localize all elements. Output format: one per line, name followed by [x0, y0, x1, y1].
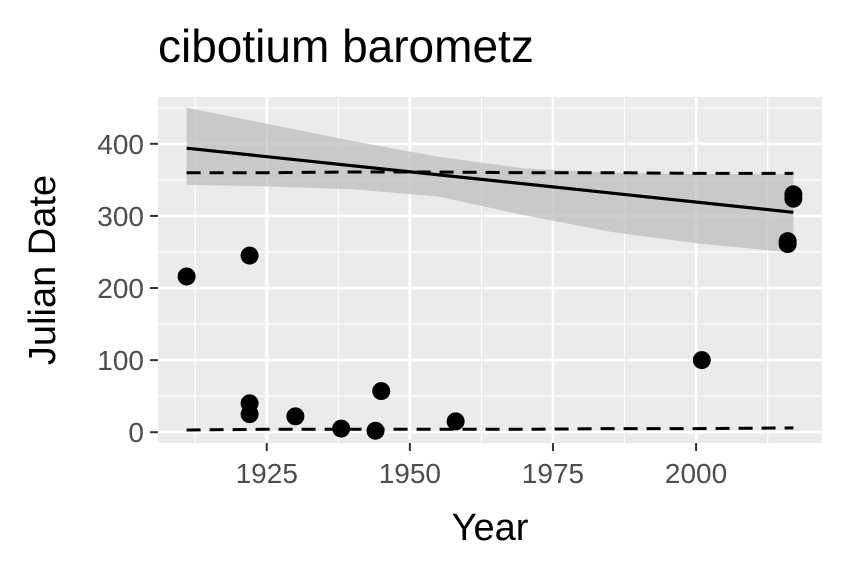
x-tick-label: 2000	[665, 458, 727, 489]
data-point	[366, 421, 385, 440]
data-point	[286, 407, 305, 426]
data-point	[240, 246, 259, 265]
data-point	[692, 351, 711, 370]
chart-title: cibotium barometz	[158, 20, 534, 72]
y-tick-label: 0	[128, 417, 144, 448]
y-axis: 0 100 200 300 400	[97, 129, 158, 448]
trend-line	[186, 146, 794, 214]
lower-quantile-line	[186, 426, 794, 432]
data-point	[784, 189, 803, 208]
x-tick-label: 1925	[236, 458, 298, 489]
data-point	[778, 235, 797, 254]
x-axis: 1925 1950 1975 2000	[236, 443, 727, 489]
x-axis-title: Year	[452, 507, 529, 549]
data-point	[177, 267, 196, 286]
y-tick-label: 200	[97, 273, 144, 304]
data-point	[332, 419, 351, 438]
y-tick-label: 300	[97, 201, 144, 232]
upper-quantile-line	[186, 170, 794, 175]
y-axis-title: Julian Date	[22, 175, 64, 365]
y-tick-label: 100	[97, 345, 144, 376]
x-tick-label: 1950	[379, 458, 441, 489]
data-point	[240, 405, 259, 424]
x-tick-label: 1975	[522, 458, 584, 489]
data-points	[177, 185, 803, 440]
y-tick-label: 400	[97, 129, 144, 160]
data-point	[372, 382, 391, 401]
data-point	[446, 412, 465, 431]
